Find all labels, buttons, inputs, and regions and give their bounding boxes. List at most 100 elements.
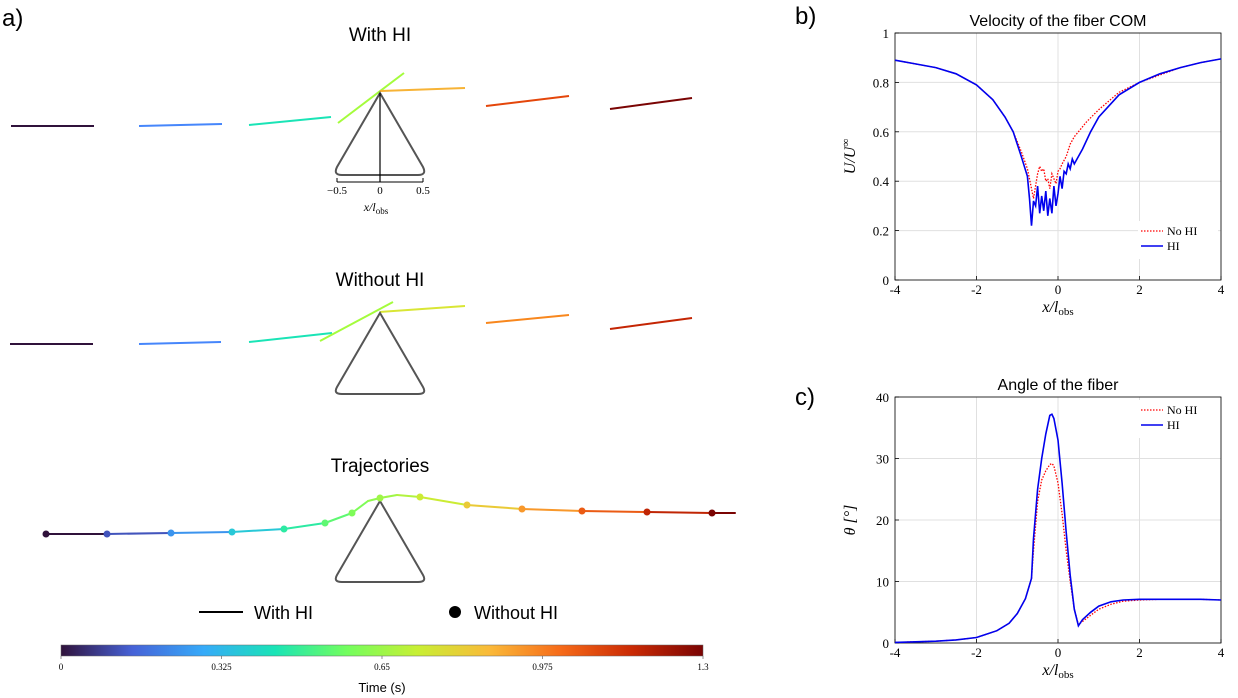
x-tick-label: -2 <box>971 282 982 297</box>
y-axis-label: U/U∞ <box>840 139 859 175</box>
panel-label-c: c) <box>795 384 815 411</box>
colorbar-tick-label: 0 <box>59 662 64 672</box>
trajectory-dots <box>42 493 716 538</box>
trajectory-dot <box>416 493 424 501</box>
with-hi-panel: With HI −0.5 0 0.5 x/lobs <box>11 25 693 216</box>
series-line-hi <box>894 413 1222 644</box>
x-tick-label: 0 <box>1055 645 1062 660</box>
trajectory-dot <box>228 528 236 536</box>
legend-box <box>1138 400 1218 438</box>
trajectory-segment <box>521 508 583 512</box>
trajectory-segment <box>283 522 326 530</box>
velocity-chart: -4 -2 0 2 4 0 0.2 0.4 0.6 0.8 1 Velocity of the fib… <box>840 13 1225 318</box>
x-tick-label: 4 <box>1218 645 1225 660</box>
trajectory-segment <box>581 510 648 513</box>
x-tick-label: -2 <box>971 645 982 660</box>
y-axis-label-main: θ [°] <box>842 505 859 536</box>
trajectory-segment <box>324 512 353 524</box>
trajectory-dot <box>167 529 175 537</box>
x-axis-label-main: x/l <box>1041 299 1059 316</box>
panel-label-a: a) <box>2 5 23 32</box>
fiber-snapshot-5 <box>379 305 466 313</box>
y-tick-label: 30 <box>876 452 889 467</box>
fiber-snapshot-4 <box>337 72 405 124</box>
trajectory-segment <box>106 532 172 535</box>
colorbar: 0 0.325 0.65 0.975 1.3 Time (s) <box>59 644 709 695</box>
trajectories-panel: Trajectories With HI Without HI <box>42 456 736 623</box>
y-axis-label-main: U/U <box>842 145 859 174</box>
trajectory-dot <box>376 494 384 502</box>
x-tick-label: 2 <box>1136 645 1143 660</box>
with-hi-title: With HI <box>349 25 411 46</box>
trajectory-dot <box>643 508 651 516</box>
legend-dot-swatch <box>449 606 461 618</box>
without-hi-panel: Without HI <box>10 270 693 395</box>
colorbar-gradient <box>60 644 704 657</box>
legend-label: HI <box>1167 239 1180 253</box>
trajectory-segment <box>396 494 421 498</box>
trajectory-dot <box>463 501 471 509</box>
trajectory-segment <box>231 528 285 533</box>
trajectories-title: Trajectories <box>331 456 430 477</box>
without-hi-title: Without HI <box>336 270 425 291</box>
x-tick-label: -4 <box>890 282 901 297</box>
x-axis-label-main: x/l <box>1041 662 1059 679</box>
trajectory-dot <box>348 509 356 517</box>
y-tick-label: 0 <box>883 273 890 288</box>
chart-title: Velocity of the fiber COM <box>970 13 1147 30</box>
plot-frame <box>894 32 1222 281</box>
y-tick-label: 0.8 <box>873 75 889 90</box>
y-tick-label: 0.6 <box>873 125 890 140</box>
colorbar-tick-label: 0.65 <box>374 662 390 672</box>
panel-label-b: b) <box>795 3 816 30</box>
x-tick-label: 0 <box>1055 282 1062 297</box>
trajectory-dot <box>103 530 111 538</box>
trajectory-dot <box>321 519 329 527</box>
fiber-snapshot-5 <box>379 87 466 92</box>
fiber-snapshot-2 <box>138 341 222 345</box>
fiber-snapshot-2 <box>138 123 223 127</box>
legend-label: No HI <box>1167 224 1197 238</box>
y-axis-label: θ [°] <box>842 505 859 536</box>
y-tick-label: 0.2 <box>873 224 889 239</box>
inset-x-axis-label: x/lobs <box>363 200 389 216</box>
fiber-snapshot-7 <box>609 97 693 110</box>
fiber-snapshot-4 <box>319 301 394 342</box>
trajectory-segment <box>646 511 713 514</box>
fiber-snapshot-3 <box>248 116 332 126</box>
y-tick-label: 40 <box>876 390 889 405</box>
trajectory-dot <box>708 509 716 517</box>
legend-label: No HI <box>1167 403 1197 417</box>
x-axis-label: x/lobs <box>1041 299 1073 318</box>
fiber-snapshot-6 <box>485 314 570 324</box>
trajectory-segment <box>170 531 233 534</box>
x-tick-label: 2 <box>1136 282 1143 297</box>
inset-tick-label: −0.5 <box>327 185 347 197</box>
x-tick-label: -4 <box>890 645 901 660</box>
legend-box <box>1138 221 1218 259</box>
triangle-obstacle <box>334 499 426 583</box>
x-tick-label: 4 <box>1218 282 1225 297</box>
fiber-snapshot-6 <box>485 95 570 107</box>
colorbar-tick-label: 1.3 <box>697 662 709 672</box>
fiber-snapshot-3 <box>248 332 333 343</box>
x-axis-label-sub: obs <box>1058 669 1073 681</box>
triangle-obstacle <box>334 311 426 395</box>
series-line-hi <box>894 58 1222 226</box>
trajectory-dot <box>578 507 586 515</box>
inset-tick-label: 0.5 <box>416 185 430 197</box>
x-axis-label: x/lobs <box>1041 662 1073 681</box>
inset-tick-label: 0 <box>377 185 383 197</box>
y-axis-label-sup: ∞ <box>840 139 852 147</box>
legend-label: HI <box>1167 418 1180 432</box>
colorbar-tick-label: 0.975 <box>532 662 553 672</box>
y-tick-label: 20 <box>876 513 889 528</box>
trajectory-dot <box>42 530 50 538</box>
legend-line-label: With HI <box>254 603 313 623</box>
trajectory-dot <box>518 505 526 513</box>
trajectory-segment <box>466 504 523 510</box>
trajectory-dot <box>280 525 288 533</box>
chart-title: Angle of the fiber <box>998 377 1120 394</box>
